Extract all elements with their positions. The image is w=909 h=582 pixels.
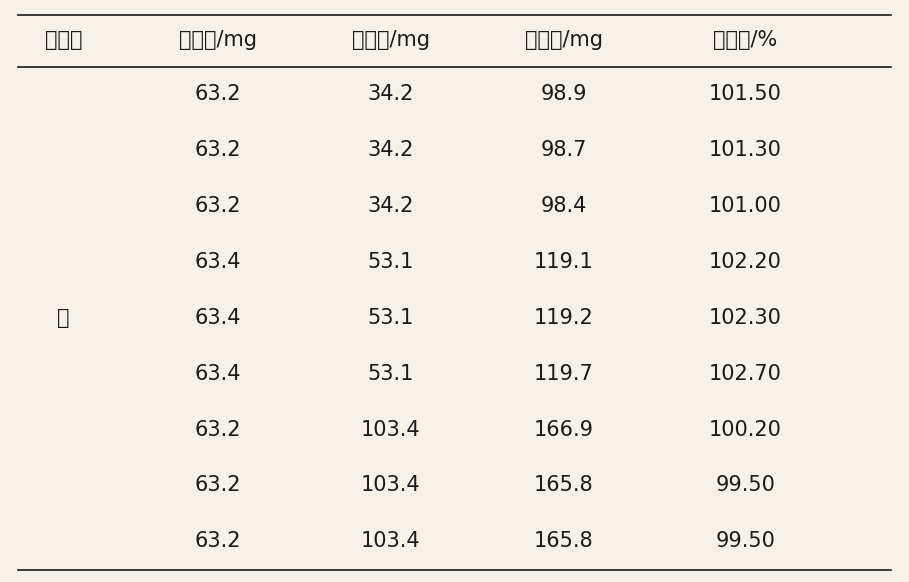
Text: 101.30: 101.30	[709, 140, 782, 160]
Text: 103.4: 103.4	[361, 475, 421, 495]
Text: 测得值/mg: 测得值/mg	[524, 30, 603, 49]
Text: 63.4: 63.4	[195, 364, 242, 384]
Text: 98.9: 98.9	[540, 84, 587, 104]
Text: 166.9: 166.9	[534, 420, 594, 439]
Text: 103.4: 103.4	[361, 531, 421, 551]
Text: 102.70: 102.70	[709, 364, 782, 384]
Text: 63.2: 63.2	[195, 531, 242, 551]
Text: 63.2: 63.2	[195, 420, 242, 439]
Text: 63.2: 63.2	[195, 475, 242, 495]
Text: 119.2: 119.2	[534, 308, 594, 328]
Text: 34.2: 34.2	[367, 140, 415, 160]
Text: 101.00: 101.00	[709, 196, 782, 216]
Text: 101.50: 101.50	[709, 84, 782, 104]
Text: 102.30: 102.30	[709, 308, 782, 328]
Text: 98.7: 98.7	[540, 140, 587, 160]
Text: 分析物: 分析物	[45, 30, 83, 49]
Text: 63.2: 63.2	[195, 84, 242, 104]
Text: 水: 水	[57, 308, 70, 328]
Text: 100.20: 100.20	[709, 420, 782, 439]
Text: 119.7: 119.7	[534, 364, 594, 384]
Text: 34.2: 34.2	[367, 196, 415, 216]
Text: 103.4: 103.4	[361, 420, 421, 439]
Text: 165.8: 165.8	[534, 531, 594, 551]
Text: 回收率/%: 回收率/%	[714, 30, 777, 49]
Text: 53.1: 53.1	[367, 308, 415, 328]
Text: 63.4: 63.4	[195, 308, 242, 328]
Text: 99.50: 99.50	[715, 475, 775, 495]
Text: 加标量/mg: 加标量/mg	[352, 30, 430, 49]
Text: 99.50: 99.50	[715, 531, 775, 551]
Text: 165.8: 165.8	[534, 475, 594, 495]
Text: 63.2: 63.2	[195, 140, 242, 160]
Text: 119.1: 119.1	[534, 252, 594, 272]
Text: 63.4: 63.4	[195, 252, 242, 272]
Text: 102.20: 102.20	[709, 252, 782, 272]
Text: 34.2: 34.2	[367, 84, 415, 104]
Text: 本底值/mg: 本底值/mg	[179, 30, 257, 49]
Text: 63.2: 63.2	[195, 196, 242, 216]
Text: 53.1: 53.1	[367, 252, 415, 272]
Text: 98.4: 98.4	[540, 196, 587, 216]
Text: 53.1: 53.1	[367, 364, 415, 384]
